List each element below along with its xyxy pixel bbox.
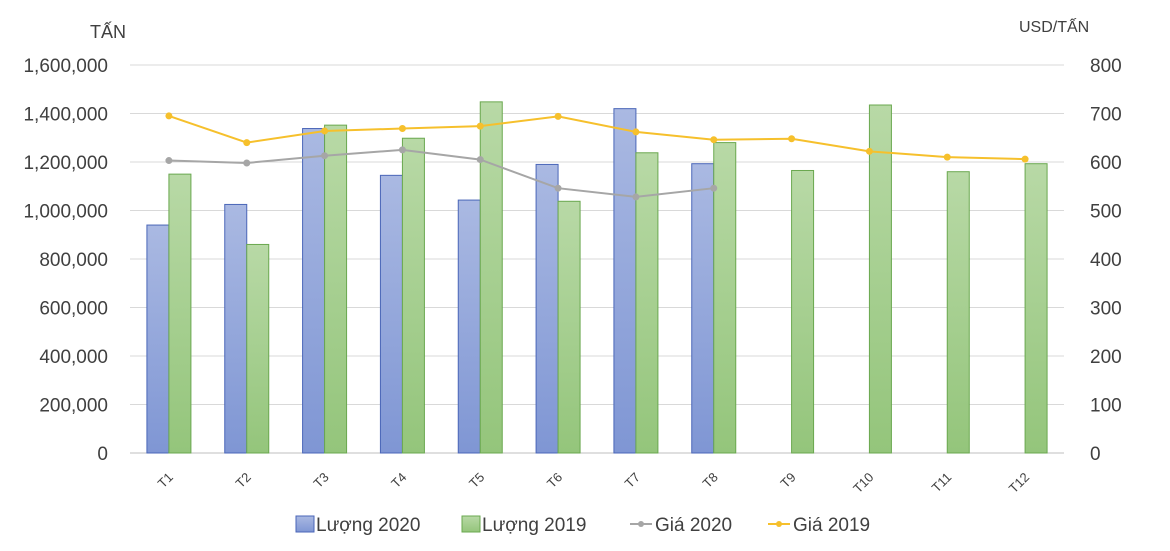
line-gia-2020-point <box>554 184 562 192</box>
legend-label: Lượng 2019 <box>482 515 586 536</box>
x-tick-label: T6 <box>544 470 565 491</box>
left-tick-label: 1,600,000 <box>23 56 108 77</box>
right-axis-title: USD/TẤN <box>1019 17 1089 36</box>
bar-luong-2019 <box>401 137 425 454</box>
bar-luong-2019 <box>868 104 892 454</box>
x-tick-label: T5 <box>466 470 487 491</box>
left-tick-label: 400,000 <box>39 347 108 368</box>
line-gia-2020-point <box>243 159 251 167</box>
left-tick-label: 200,000 <box>39 396 108 417</box>
line-gia-2020-point <box>165 157 173 165</box>
x-tick-label: T11 <box>929 470 955 496</box>
right-tick-label: 600 <box>1090 153 1122 174</box>
line-gia-2019-point <box>1021 155 1029 163</box>
line-gia-2019 <box>168 114 1026 161</box>
bar-luong-2020 <box>224 203 248 454</box>
right-tick-label: 100 <box>1090 396 1122 417</box>
left-axis-title: TẤN <box>90 21 126 42</box>
line-gia-2020-point <box>710 184 718 192</box>
left-tick-label: 1,200,000 <box>23 153 108 174</box>
line-gia-2019-point <box>632 128 640 136</box>
bar-luong-2019 <box>713 142 737 454</box>
left-tick-label: 1,400,000 <box>23 105 108 126</box>
line-gia-2020 <box>168 148 714 198</box>
line-gia-2020-point <box>321 152 329 160</box>
line-gia-2019-point <box>943 153 951 161</box>
right-tick-label: 400 <box>1090 250 1122 271</box>
x-tick-label: T12 <box>1006 470 1032 496</box>
legend-label: Giá 2020 <box>655 515 732 536</box>
legend: Lượng 2020 Lượng 2019 Giá 2020 Giá 2019 <box>295 515 870 536</box>
bar-luong-2019 <box>1024 163 1048 454</box>
bar-series <box>146 101 1048 454</box>
line-gia-2020-point <box>398 146 406 154</box>
line-gia-2019-point <box>321 127 329 135</box>
right-tick-label: 200 <box>1090 347 1122 368</box>
left-tick-label: 600,000 <box>39 299 108 320</box>
x-tick-label: T3 <box>310 470 331 491</box>
bar-luong-2020 <box>691 163 715 454</box>
left-tick-label: 800,000 <box>39 250 108 271</box>
line-gia-2020-point <box>632 193 640 201</box>
line-gia-2019-point <box>398 125 406 133</box>
bar-luong-2019 <box>557 200 581 454</box>
x-tick-label: T2 <box>233 470 254 491</box>
line-gia-2019-point <box>865 147 873 155</box>
left-tick-label: 1,000,000 <box>23 202 108 223</box>
legend-swatch <box>295 515 315 533</box>
right-tick-label: 0 <box>1090 444 1101 465</box>
x-tick-label: T10 <box>850 470 876 496</box>
line-gia-2019-point <box>165 112 173 120</box>
bar-luong-2019 <box>635 152 659 454</box>
right-tick-label: 800 <box>1090 56 1122 77</box>
x-tick-label: T7 <box>622 470 643 491</box>
bar-luong-2020 <box>535 163 559 454</box>
legend-marker <box>776 521 782 527</box>
left-tick-label: 0 <box>97 444 108 465</box>
bar-luong-2019 <box>246 243 270 454</box>
line-series <box>165 112 1029 201</box>
line-gia-2019-point <box>243 139 251 147</box>
x-tick-label: T4 <box>388 470 409 491</box>
legend-label: Giá 2019 <box>793 515 870 536</box>
line-gia-2019-point <box>554 112 562 120</box>
right-tick-label: 500 <box>1090 202 1122 223</box>
bar-luong-2019 <box>324 124 348 454</box>
bar-luong-2020 <box>613 108 637 454</box>
x-tick-label: T8 <box>700 470 721 491</box>
legend-swatch <box>461 515 481 533</box>
line-gia-2019-point <box>788 135 796 143</box>
x-tick-label: T9 <box>777 470 798 491</box>
bar-luong-2020 <box>302 128 326 454</box>
bar-luong-2020 <box>457 199 481 454</box>
bar-luong-2020 <box>379 174 403 454</box>
bar-luong-2019 <box>479 101 503 454</box>
bar-luong-2019 <box>791 169 815 454</box>
right-tick-label: 300 <box>1090 299 1122 320</box>
right-tick-label: 700 <box>1090 105 1122 126</box>
bar-luong-2019 <box>168 173 192 454</box>
bar-luong-2019 <box>946 171 970 454</box>
line-gia-2019-point <box>710 136 718 144</box>
line-gia-2019-point <box>476 122 484 130</box>
bar-luong-2020 <box>146 224 170 454</box>
legend-label: Lượng 2020 <box>316 515 420 536</box>
x-tick-label: T1 <box>155 470 176 491</box>
gridlines <box>130 64 1064 454</box>
line-gia-2020-point <box>476 156 484 164</box>
legend-marker <box>638 521 644 527</box>
